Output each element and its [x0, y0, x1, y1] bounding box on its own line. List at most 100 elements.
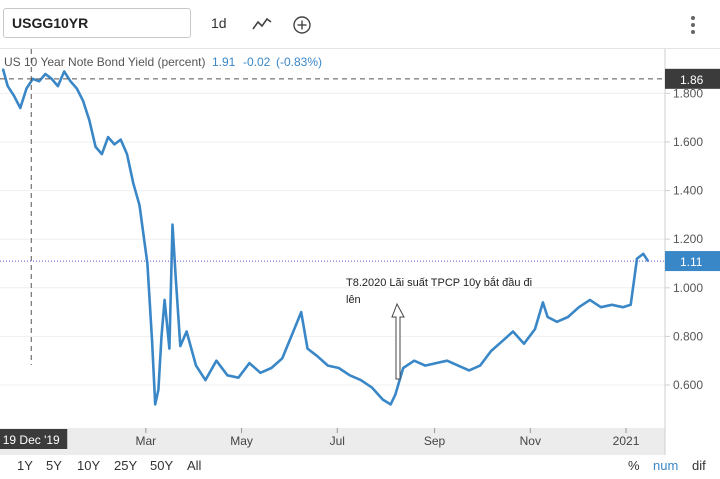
series-point-0-61	[468, 369, 470, 372]
series-point-0-64	[501, 340, 503, 343]
series-point-0-28	[163, 299, 166, 301]
unit-dif-button[interactable]: dif	[692, 458, 706, 473]
series-point-0-77	[629, 304, 632, 306]
series-point-0-70	[556, 321, 558, 323]
series-point-0-33	[185, 330, 188, 333]
y-tick-label-0: 0.600	[673, 378, 703, 392]
series-point-0-0	[2, 68, 4, 70]
series-point-0-11	[69, 80, 72, 83]
y-axis: 0.600 0.800 1.000 1.200 1.400 1.600 1.800	[665, 86, 703, 392]
line-chart-icon[interactable]	[252, 16, 272, 32]
range-25y-button[interactable]: 25Y	[114, 458, 138, 473]
series-point-0-42	[281, 357, 284, 360]
series-point-0-27	[160, 335, 163, 338]
series-point-0-4	[25, 87, 28, 90]
range-5y-button[interactable]: 5Y	[46, 458, 62, 473]
series-point-0-19	[119, 138, 122, 141]
x-tick-label-4: Nov	[520, 434, 541, 448]
series-point-0-73	[589, 299, 591, 301]
series-point-0-68	[542, 301, 544, 304]
y-tick-label-5: 1.600	[673, 135, 703, 149]
y-tick-label-6: 1.800	[673, 86, 703, 100]
series-point-0-48	[338, 367, 340, 369]
chart-toolbar: USGG10YR 1d	[0, 0, 720, 48]
series-point-0-37	[226, 374, 229, 377]
crosshair-value-box	[665, 68, 720, 89]
ticker-input[interactable]: USGG10YR	[3, 8, 191, 38]
legend-change: -0.02	[243, 55, 271, 69]
y-tick-label-1: 0.800	[673, 329, 703, 343]
kebab-menu-icon[interactable]	[686, 14, 700, 36]
range-bar: 1Y 5Y 10Y 25Y 50Y All % num dif	[0, 456, 720, 476]
crosshair-value-label: 1.86	[680, 73, 704, 87]
series-point-0-21	[132, 182, 135, 185]
series-point-0-60	[457, 364, 459, 367]
legend-last-value: 1.91	[212, 55, 236, 69]
range-1y-button[interactable]: 1Y	[17, 458, 33, 473]
x-tick-label-5: 2021	[613, 434, 640, 448]
series-point-0-45	[306, 347, 309, 350]
unit-percent-button[interactable]: %	[628, 458, 640, 473]
series-point-0-57	[424, 364, 426, 367]
series-point-0-74	[600, 306, 602, 309]
series-point-0-51	[370, 386, 373, 389]
series-point-0-38	[237, 376, 240, 379]
series-point-0-58	[435, 362, 437, 364]
series-point-0-44	[300, 311, 302, 313]
legend-series-name: US 10 Year Note Bond Yield (percent)	[4, 55, 205, 69]
unit-num-button[interactable]: num	[653, 458, 679, 473]
series-point-0-66	[523, 342, 525, 345]
series-point-0-14	[88, 119, 91, 121]
series-point-0-18	[113, 143, 116, 146]
range-all-button[interactable]: All	[187, 458, 202, 473]
range-10y-button[interactable]: 10Y	[77, 458, 101, 473]
y-tick-label-2: 1.000	[673, 281, 703, 295]
series-point-0-78	[636, 257, 638, 260]
series-point-0-16	[101, 153, 103, 155]
series-layer	[1, 68, 650, 406]
series-point-0-1	[6, 85, 9, 87]
interval-button[interactable]: 1d	[211, 15, 227, 31]
series-point-0-10	[63, 70, 66, 73]
series-point-0-20	[126, 153, 128, 155]
last-value-label: 1.11	[680, 255, 703, 269]
series-point-0-36	[215, 359, 218, 362]
annotation: T8.2020 Lãi suất TPCP 10y bắt đầu đi lên	[346, 276, 532, 380]
y-tick-label-4: 1.400	[673, 184, 703, 198]
series-point-0-35	[204, 379, 207, 381]
legend: US 10 Year Note Bond Yield (percent) 1.9…	[4, 55, 322, 69]
toolbar-divider	[0, 48, 720, 49]
series-point-0-9	[57, 85, 59, 87]
series-point-0-39	[248, 362, 251, 364]
series-point-0-43	[292, 330, 295, 333]
y-tick-label-3: 1.200	[673, 232, 703, 246]
series-point-0-24	[151, 340, 153, 343]
series-point-0-15	[94, 146, 97, 148]
series-point-0-52	[381, 398, 384, 401]
series-point-0-12	[75, 87, 78, 90]
series-point-0-7	[44, 73, 47, 75]
plus-circle-icon[interactable]	[292, 15, 312, 35]
series-point-0-55	[402, 367, 404, 369]
crosshair-date-box	[0, 429, 68, 449]
series-point-0-46	[316, 355, 318, 357]
series-point-0-62	[479, 364, 481, 367]
crosshair-date-tag: 19 Dec '19	[0, 429, 68, 449]
x-tick-label-0: Mar	[135, 434, 156, 448]
last-value-box	[665, 251, 720, 272]
series-point-0-6	[38, 80, 40, 83]
series-point-0-56	[413, 359, 415, 362]
annotation-arrow-icon	[391, 302, 405, 380]
range-50y-button[interactable]: 50Y	[150, 458, 174, 473]
series-point-0-76	[622, 306, 624, 309]
series-point-0-67	[534, 328, 536, 330]
x-tick-label-2: Jul	[330, 434, 345, 448]
series-point-0-49	[349, 374, 351, 377]
x-tick-label-3: Sep	[424, 434, 446, 448]
series-point-0-13	[82, 99, 84, 102]
crosshair-value-tag: 1.86	[665, 68, 720, 89]
series-point-0-2	[13, 95, 15, 97]
series-point-0-22	[138, 204, 141, 206]
series-point-0-23	[146, 262, 149, 265]
